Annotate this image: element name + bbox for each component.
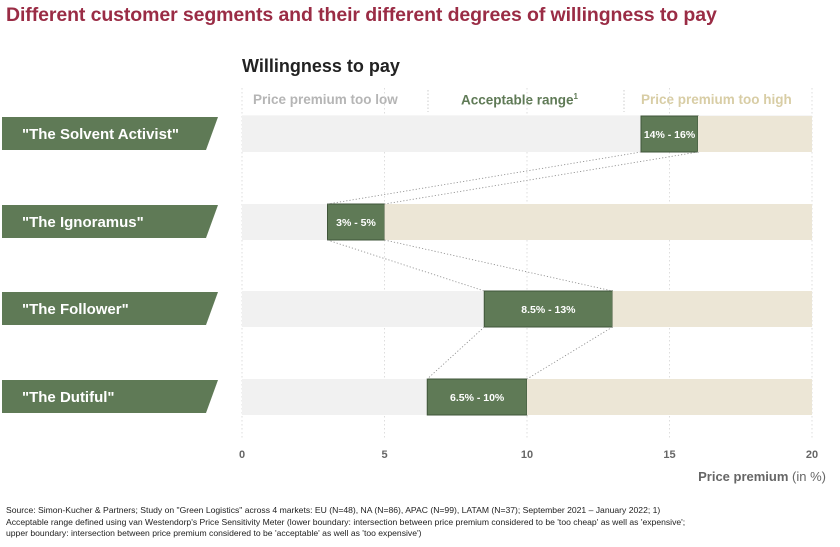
x-tick-label-2: 10 [521, 449, 533, 461]
segment-label-0: "The Solvent Activist" [22, 126, 179, 143]
x-tick-label-4: 20 [806, 449, 818, 461]
page-title: Different customer segments and their di… [6, 4, 717, 26]
connector-high-2 [526, 326, 613, 380]
header-too-high: Price premium too high [641, 92, 792, 107]
bar-too-high-3 [527, 379, 812, 415]
footnote-line-2: Acceptable range defined using van Weste… [6, 516, 686, 527]
bar-too-low-0 [242, 116, 641, 152]
bar-too-high-2 [612, 291, 812, 327]
segment-label-bg-3 [2, 380, 218, 413]
bar-too-low-1 [242, 204, 328, 240]
x-axis-title-main: Price premium [698, 469, 792, 484]
range-label-3: 6.5% - 10% [450, 392, 505, 404]
header-too-low-text: Price premium too low [253, 92, 398, 107]
bar-too-high-0 [698, 116, 812, 152]
x-tick-label-1: 5 [381, 449, 387, 461]
bar-acceptable-0 [640, 115, 699, 153]
bar-too-low-3 [242, 379, 428, 415]
connector-low-2 [426, 326, 485, 380]
header-acceptable-footnote-mark: 1 [573, 92, 578, 101]
range-label-1: 3% - 5% [336, 217, 376, 229]
segment-label-2: "The Follower" [22, 301, 129, 318]
header-too-high-text: Price premium too high [641, 92, 792, 107]
range-label-0: 14% - 16% [644, 129, 696, 141]
footnote-line-1: Source: Simon-Kucher & Partners; Study o… [6, 505, 661, 515]
segment-label-1: "The Ignoramus" [22, 214, 144, 231]
footnote-line-3: upper boundary: intersection between pri… [6, 528, 422, 539]
bar-too-low-2 [242, 291, 485, 327]
willingness-chart: 14% - 16% "The Solvent Activist" 3% - 5% "T… [2, 88, 826, 484]
segment-label-bg-2 [2, 292, 218, 325]
x-axis-title-unit: (in %) [792, 469, 826, 484]
segment-label-bg-0 [2, 117, 218, 150]
x-tick-label-0: 0 [239, 449, 245, 461]
connector-low-0 [327, 151, 642, 205]
range-label-2: 8.5% - 13% [521, 304, 576, 316]
chart-title: Willingness to pay [242, 56, 400, 76]
connector-high-1 [384, 239, 613, 292]
footnote: Source: Simon-Kucher & Partners; Study o… [6, 505, 834, 540]
header-acceptable-text: Acceptable range [461, 92, 574, 108]
x-tick-label-3: 15 [663, 449, 675, 461]
connector-low-1 [327, 239, 485, 292]
header-too-low: Price premium too low [253, 92, 398, 107]
header-acceptable: Acceptable range1 [461, 92, 578, 108]
bar-too-high-1 [384, 204, 812, 240]
x-axis-title: Price premium (in %) [698, 469, 826, 484]
connector-high-0 [384, 151, 699, 205]
segment-label-bg-1 [2, 205, 218, 238]
segment-label-3: "The Dutiful" [22, 389, 115, 406]
